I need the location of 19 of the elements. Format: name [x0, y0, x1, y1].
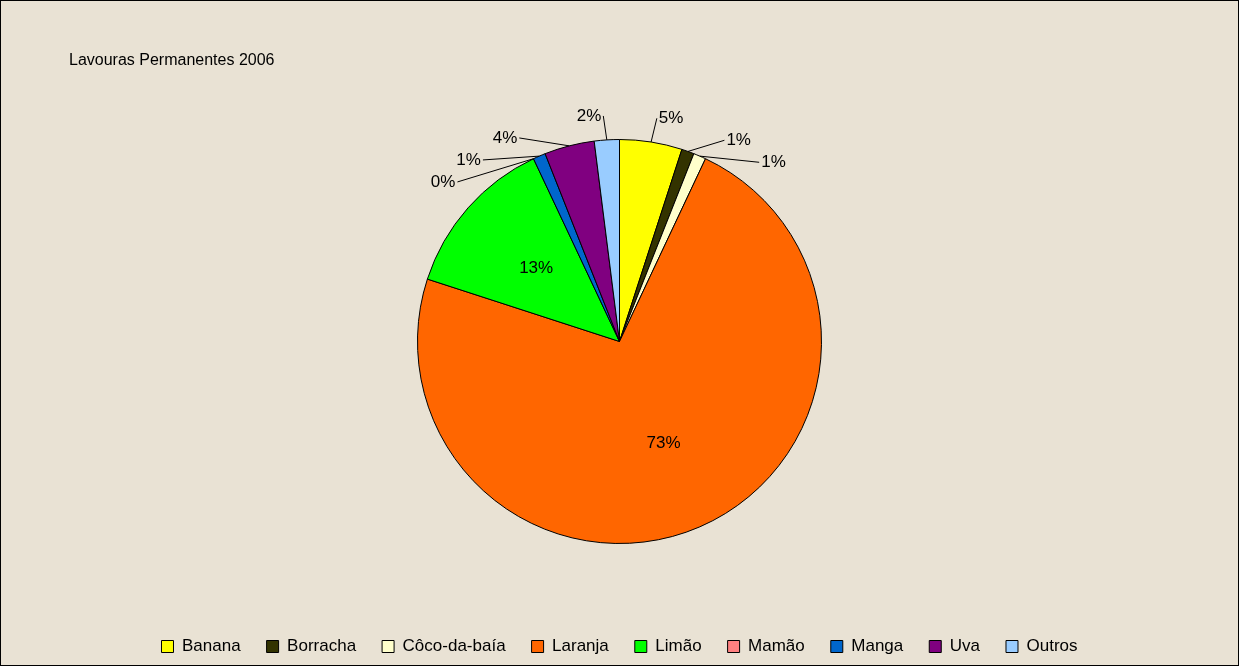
data-label: 73% — [646, 433, 681, 453]
legend-label: Borracha — [287, 636, 357, 656]
text: 0% — [430, 171, 456, 191]
legend-label: Uva — [949, 636, 981, 656]
legend-label: Banana — [181, 636, 242, 656]
legend-label: Côco-da-baía — [402, 636, 507, 656]
legend-label: Manga — [851, 636, 904, 656]
data-label: 2% — [576, 105, 602, 125]
legend-label: Limão — [655, 636, 702, 656]
data-label: 1% — [726, 129, 751, 149]
data-label: 5% — [658, 107, 684, 127]
chart-title: Lavouras Permanentes 2006 — [69, 51, 275, 69]
legend-label: Outros — [1026, 636, 1078, 656]
data-label: 1% — [456, 149, 481, 169]
data-label: 1% — [761, 151, 786, 171]
data-label: 4% — [492, 127, 518, 147]
data-label: 13% — [519, 257, 554, 277]
legend-label: Mamão — [748, 636, 805, 656]
legend-label: Laranja — [552, 636, 610, 656]
